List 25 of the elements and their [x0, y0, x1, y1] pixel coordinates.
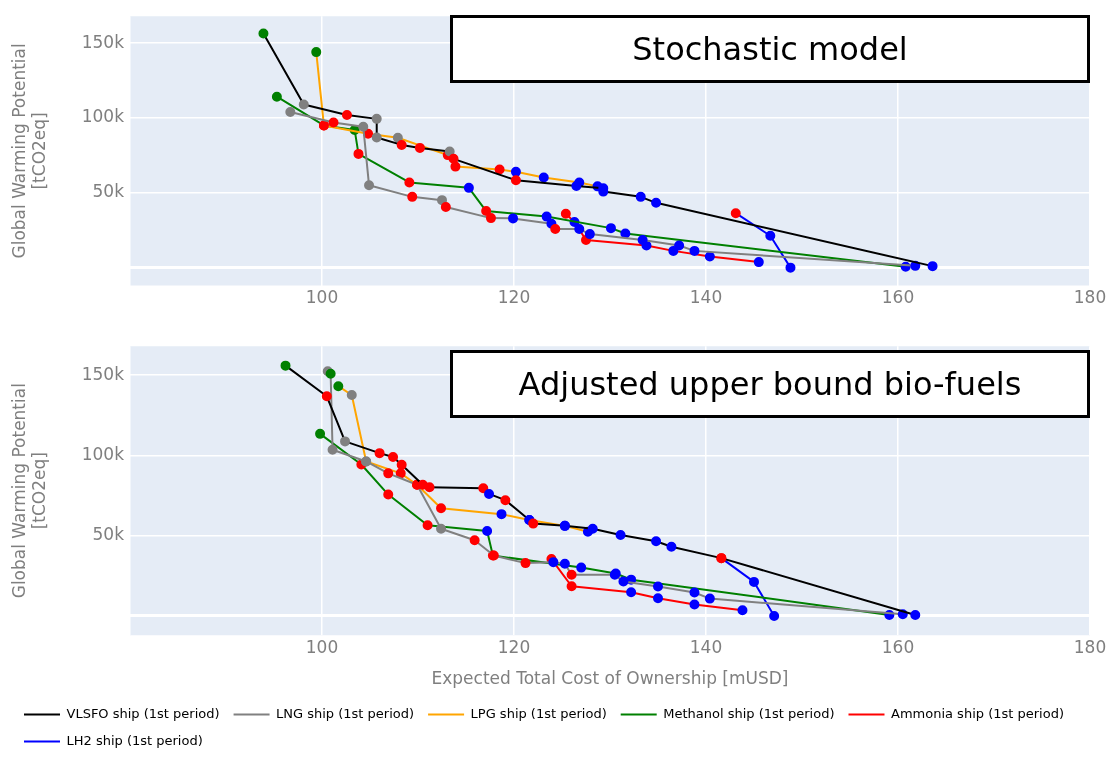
y-tick-label: 50k: [92, 524, 125, 545]
y-tick-label: 100k: [81, 443, 125, 464]
legend-label: LNG ship (1st period): [276, 705, 415, 721]
x-tick-label: 160: [881, 287, 915, 308]
legend-label: VLSFO ship (1st period): [66, 705, 220, 721]
y-axis-title: Global Warming Potential [tCO2eq]: [8, 383, 50, 599]
x-tick-label: 180: [1073, 287, 1107, 308]
x-axis-title: Expected Total Cost of Ownership [mUSD]: [431, 668, 789, 689]
legend-label: Ammonia ship (1st period): [891, 705, 1064, 721]
y-tick-label: 50k: [92, 181, 125, 202]
x-tick-label: 160: [881, 636, 915, 657]
x-tick-label: 180: [1073, 636, 1107, 657]
y-tick-label: 150k: [81, 31, 125, 52]
x-tick-label: 120: [497, 287, 531, 308]
x-tick-label: 140: [689, 287, 723, 308]
legend-label: Methanol ship (1st period): [663, 705, 835, 721]
legend-label: LH2 ship (1st period): [66, 732, 203, 748]
y-axis-title: Global Warming Potential [tCO2eq]: [8, 43, 50, 259]
x-tick-label: 120: [497, 636, 531, 657]
x-tick-label: 100: [305, 287, 339, 308]
x-tick-label: 100: [305, 636, 339, 657]
x-tick-label: 140: [689, 636, 723, 657]
legend-label: LPG ship (1st period): [470, 705, 607, 721]
y-tick-label: 100k: [81, 106, 125, 127]
y-tick-label: 150k: [81, 363, 125, 384]
